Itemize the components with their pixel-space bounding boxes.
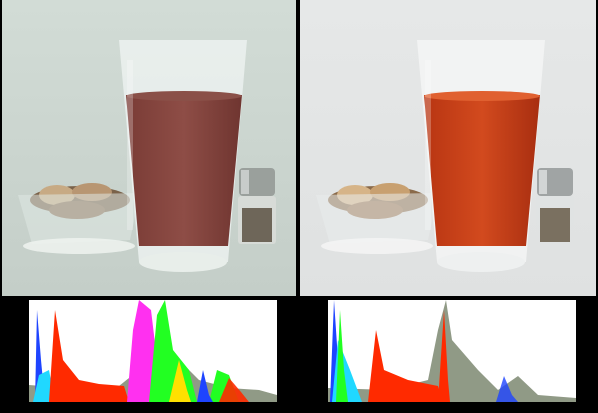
histogram-left-plot [29,300,277,402]
photo-right [300,0,596,296]
nut-bowl [316,183,438,254]
photo-right-image [300,0,596,296]
histogram-right-plot [328,300,576,402]
salt-shaker [536,168,574,244]
drink-glass [417,40,545,272]
histogram-right [328,300,576,402]
nut-bowl [18,183,140,254]
salt-shaker [238,168,276,244]
drink-glass [119,40,247,272]
photo-left [2,0,296,296]
histogram-left [29,300,277,402]
photo-left-image [2,0,296,296]
